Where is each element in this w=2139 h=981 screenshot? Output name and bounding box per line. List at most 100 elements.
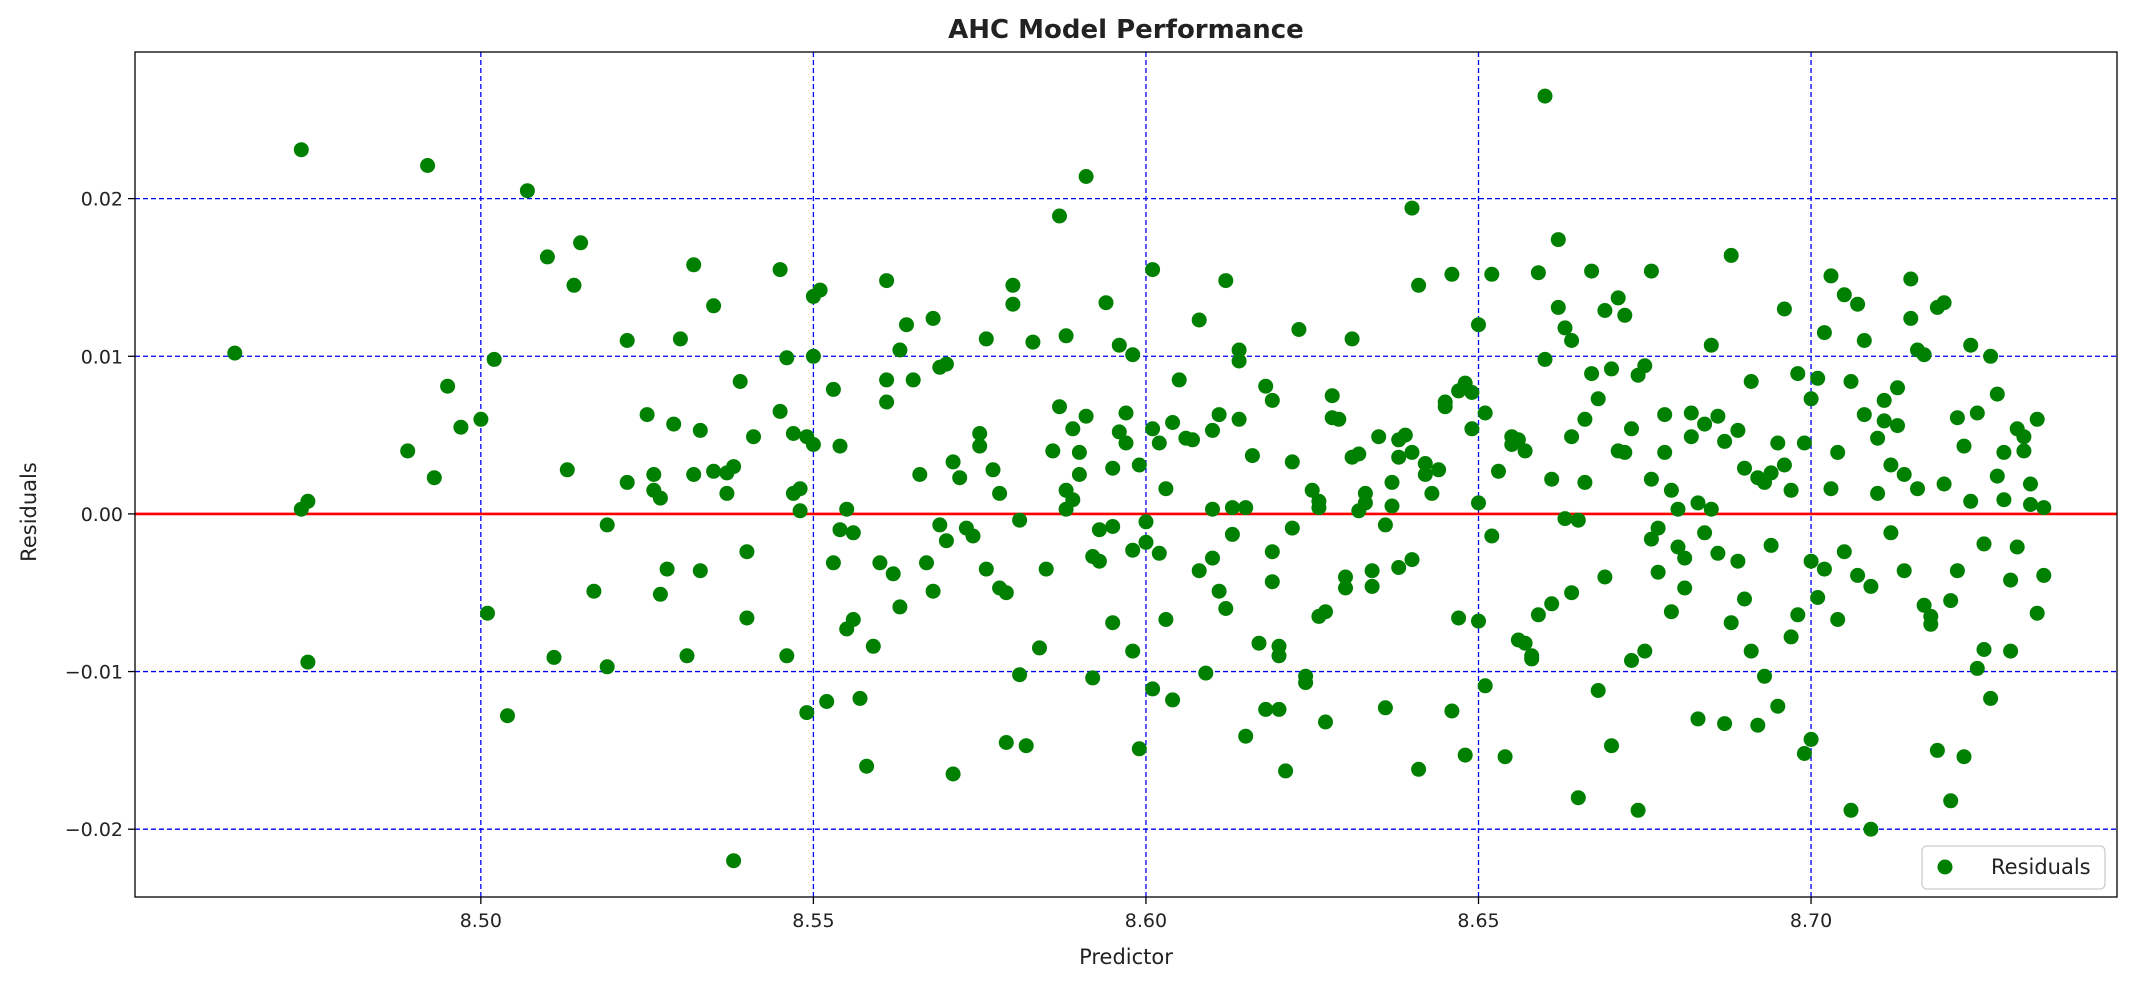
residual-point bbox=[1351, 446, 1367, 462]
residual-point bbox=[1211, 583, 1227, 599]
residual-point bbox=[1810, 370, 1826, 386]
residual-point bbox=[1058, 328, 1074, 344]
residual-point bbox=[1158, 481, 1174, 497]
residual-point bbox=[1597, 303, 1613, 318]
residual-point bbox=[1071, 467, 1087, 482]
residual-point bbox=[832, 522, 848, 538]
residual-point bbox=[1091, 522, 1107, 538]
residual-point bbox=[652, 586, 668, 602]
residual-point bbox=[1318, 714, 1333, 730]
residual-point bbox=[832, 438, 848, 454]
residual-point bbox=[2029, 605, 2045, 621]
residual-point bbox=[599, 517, 615, 533]
residual-point bbox=[1823, 268, 1839, 284]
residual-point bbox=[1138, 514, 1154, 530]
residual-point bbox=[932, 517, 948, 533]
residual-point bbox=[1903, 271, 1919, 287]
residual-point bbox=[1085, 670, 1101, 686]
residual-point bbox=[1111, 337, 1127, 353]
residual-point bbox=[1803, 553, 1819, 569]
residual-point bbox=[1391, 449, 1407, 465]
residual-point bbox=[879, 372, 895, 388]
residual-point bbox=[825, 381, 841, 397]
residual-point bbox=[1816, 561, 1832, 577]
residual-point bbox=[1856, 407, 1872, 423]
residual-point bbox=[1158, 612, 1174, 627]
residual-point bbox=[1404, 444, 1420, 460]
residual-point bbox=[1770, 435, 1786, 451]
residual-point bbox=[1191, 312, 1207, 328]
residual-point bbox=[1690, 711, 1706, 727]
residual-point bbox=[1318, 604, 1333, 620]
residual-point bbox=[1830, 612, 1846, 627]
residual-point bbox=[440, 378, 456, 394]
residual-point bbox=[938, 356, 954, 372]
y-tick-label: −0.01 bbox=[65, 662, 123, 684]
residual-point bbox=[1258, 701, 1274, 717]
x-axis-ticks: 8.50 8.55 8.60 8.65 8.70 bbox=[460, 897, 1832, 932]
residual-point bbox=[1604, 738, 1619, 754]
residual-point bbox=[1650, 520, 1666, 536]
residual-point bbox=[639, 407, 655, 423]
residual-point bbox=[732, 374, 748, 389]
residual-point bbox=[2003, 643, 2019, 659]
residual-point bbox=[1876, 413, 1892, 429]
residual-point bbox=[1005, 277, 1021, 293]
residual-point bbox=[1624, 653, 1639, 668]
residual-point bbox=[1231, 342, 1247, 358]
residual-point bbox=[1105, 519, 1121, 534]
residual-point bbox=[1976, 536, 1992, 552]
residual-point bbox=[1836, 544, 1852, 560]
residual-point bbox=[1311, 493, 1327, 509]
residual-point bbox=[1457, 747, 1473, 763]
residual-point bbox=[1643, 263, 1659, 279]
residual-point bbox=[845, 525, 861, 541]
residual-point bbox=[899, 317, 914, 333]
residual-point bbox=[1956, 438, 1972, 454]
residual-point bbox=[978, 561, 994, 577]
residual-point bbox=[1258, 378, 1274, 394]
residual-point bbox=[1198, 665, 1214, 681]
residual-point bbox=[1564, 585, 1580, 601]
residual-point bbox=[1963, 337, 1979, 353]
residual-point bbox=[1032, 640, 1047, 656]
residual-point bbox=[879, 273, 895, 289]
residual-point bbox=[500, 708, 515, 724]
residual-point bbox=[1870, 430, 1886, 446]
residual-point bbox=[1471, 495, 1486, 511]
residual-point bbox=[1205, 550, 1220, 566]
residual-point bbox=[1224, 500, 1240, 516]
residual-point bbox=[1231, 353, 1247, 369]
residual-point bbox=[978, 331, 994, 347]
residual-point bbox=[1384, 474, 1400, 490]
residual-point bbox=[1125, 542, 1141, 558]
residual-point bbox=[772, 262, 788, 278]
residual-point bbox=[1291, 322, 1307, 337]
residual-point bbox=[692, 563, 708, 579]
residual-point bbox=[2036, 500, 2052, 516]
y-tick-label: 0.01 bbox=[81, 346, 123, 368]
residual-point bbox=[1324, 388, 1340, 404]
residual-point bbox=[1404, 552, 1420, 568]
residual-point bbox=[1843, 374, 1859, 389]
residual-point bbox=[480, 605, 495, 621]
residual-point bbox=[1012, 512, 1028, 528]
residual-point bbox=[1304, 482, 1320, 498]
residual-point bbox=[892, 342, 908, 358]
residual-point bbox=[1491, 463, 1506, 479]
residual-point bbox=[1730, 422, 1746, 438]
residual-point bbox=[652, 490, 668, 506]
residual-point bbox=[726, 853, 742, 869]
residual-point bbox=[1717, 433, 1733, 449]
residual-point bbox=[1364, 578, 1380, 594]
residual-point bbox=[1803, 391, 1819, 407]
residual-point bbox=[519, 183, 535, 199]
residual-point bbox=[1052, 399, 1067, 415]
residual-point bbox=[1397, 427, 1413, 443]
x-tick-label: 8.55 bbox=[792, 910, 834, 932]
residual-point bbox=[1464, 385, 1480, 400]
residual-point bbox=[1923, 616, 1939, 632]
residual-point bbox=[1131, 457, 1147, 473]
residual-point bbox=[1171, 372, 1187, 388]
